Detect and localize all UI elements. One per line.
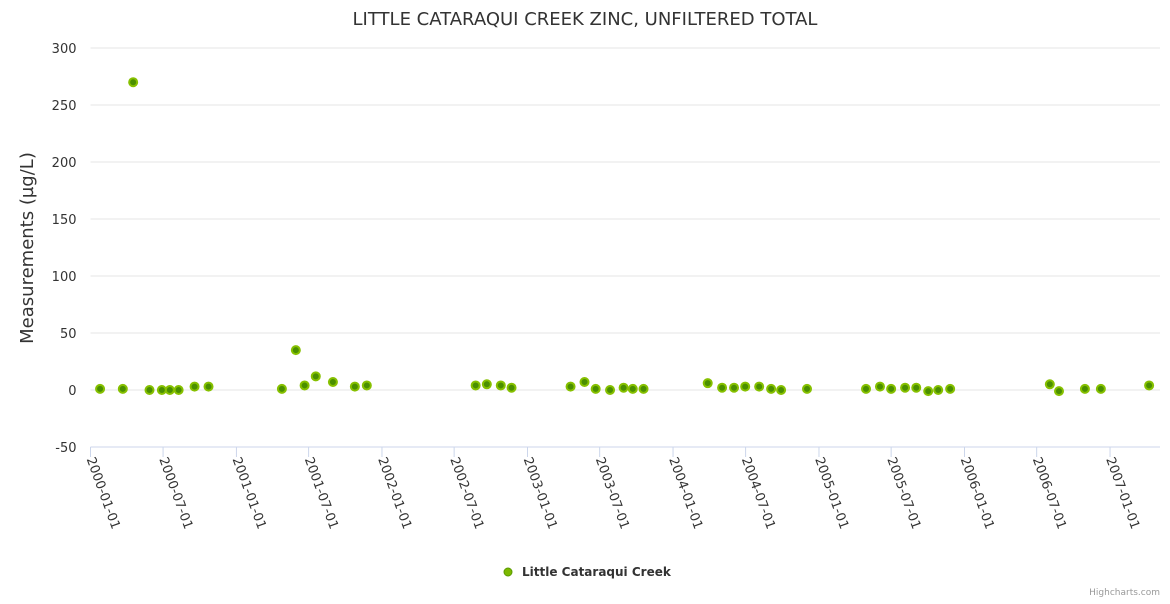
x-tick-label: 2000-07-01 bbox=[155, 455, 195, 531]
data-point[interactable] bbox=[164, 385, 175, 395]
data-point[interactable] bbox=[605, 385, 616, 395]
x-tick-label: 2001-01-01 bbox=[229, 455, 269, 531]
data-point[interactable] bbox=[189, 381, 200, 392]
y-tick-label: 250 bbox=[52, 99, 77, 114]
data-point[interactable] bbox=[203, 381, 214, 392]
data-point[interactable] bbox=[717, 382, 728, 393]
data-point[interactable] bbox=[299, 380, 310, 391]
x-tick-label: 2002-07-01 bbox=[446, 455, 486, 531]
data-point[interactable] bbox=[128, 77, 139, 88]
data-point[interactable] bbox=[618, 382, 629, 393]
data-point[interactable] bbox=[861, 383, 872, 394]
x-tick-label: 2003-01-01 bbox=[520, 455, 560, 531]
y-tick-label: 200 bbox=[52, 156, 77, 171]
credits-link[interactable]: Highcharts.com bbox=[1089, 588, 1160, 598]
y-tick-label: 0 bbox=[68, 384, 76, 399]
data-point[interactable] bbox=[911, 382, 922, 393]
data-point[interactable] bbox=[95, 383, 106, 394]
data-point[interactable] bbox=[1044, 379, 1055, 390]
data-point[interactable] bbox=[495, 380, 506, 391]
data-point[interactable] bbox=[933, 385, 944, 395]
y-tick-label: -50 bbox=[55, 441, 76, 456]
data-point[interactable] bbox=[702, 378, 713, 389]
data-point[interactable] bbox=[1079, 383, 1090, 394]
y-axis-title: Measurements (µg/L) bbox=[17, 152, 38, 344]
data-point[interactable] bbox=[1144, 380, 1155, 391]
data-point[interactable] bbox=[156, 385, 167, 395]
data-point[interactable] bbox=[173, 385, 184, 395]
x-tick-label: 2004-07-01 bbox=[738, 455, 778, 531]
x-tick-label: 2006-07-01 bbox=[1029, 455, 1069, 531]
data-point[interactable] bbox=[627, 383, 638, 394]
data-point[interactable] bbox=[506, 382, 517, 393]
x-tick-label: 2000-01-01 bbox=[83, 455, 123, 531]
data-point[interactable] bbox=[481, 379, 492, 390]
x-tick-label: 2006-01-01 bbox=[957, 455, 997, 531]
data-point[interactable] bbox=[923, 386, 934, 397]
data-point[interactable] bbox=[470, 380, 481, 391]
data-point[interactable] bbox=[117, 383, 128, 394]
data-point[interactable] bbox=[144, 385, 155, 395]
y-tick-label: 300 bbox=[52, 42, 77, 57]
data-point[interactable] bbox=[276, 383, 287, 394]
data-point[interactable] bbox=[886, 383, 897, 394]
data-point[interactable] bbox=[361, 380, 372, 391]
x-tick-label: 2005-01-01 bbox=[811, 455, 851, 531]
data-point[interactable] bbox=[802, 383, 813, 394]
data-point[interactable] bbox=[590, 383, 601, 394]
chart-title: LITTLE CATARAQUI CREEK ZINC, UNFILTERED … bbox=[353, 9, 818, 30]
x-tick-label: 2004-01-01 bbox=[665, 455, 705, 531]
data-point[interactable] bbox=[945, 383, 956, 394]
legend-item[interactable]: Little Cataraqui Creek bbox=[503, 565, 672, 579]
data-point[interactable] bbox=[290, 345, 301, 356]
data-point[interactable] bbox=[327, 377, 338, 388]
data-point[interactable] bbox=[754, 381, 765, 392]
data-point[interactable] bbox=[1095, 383, 1106, 394]
x-tick-label: 2002-01-01 bbox=[374, 455, 414, 531]
data-point[interactable] bbox=[740, 381, 751, 392]
data-point[interactable] bbox=[900, 382, 911, 393]
data-point[interactable] bbox=[766, 383, 777, 394]
x-tick-label: 2007-01-01 bbox=[1102, 455, 1142, 531]
data-point[interactable] bbox=[776, 385, 787, 395]
x-tick-label: 2003-07-01 bbox=[592, 455, 632, 531]
data-point[interactable] bbox=[874, 381, 885, 392]
y-tick-label: 150 bbox=[52, 213, 77, 228]
data-point[interactable] bbox=[310, 371, 321, 382]
y-tick-label: 100 bbox=[52, 270, 77, 285]
data-point[interactable] bbox=[729, 382, 740, 393]
data-point[interactable] bbox=[565, 381, 576, 392]
data-point[interactable] bbox=[579, 377, 590, 388]
legend-marker bbox=[503, 567, 513, 577]
legend-label: Little Cataraqui Creek bbox=[522, 565, 672, 579]
y-tick-label: 50 bbox=[60, 327, 77, 342]
data-point[interactable] bbox=[349, 381, 360, 392]
x-tick-label: 2001-07-01 bbox=[301, 455, 341, 531]
data-point[interactable] bbox=[638, 383, 649, 394]
data-point[interactable] bbox=[1054, 386, 1065, 397]
x-tick-label: 2005-07-01 bbox=[883, 455, 923, 531]
